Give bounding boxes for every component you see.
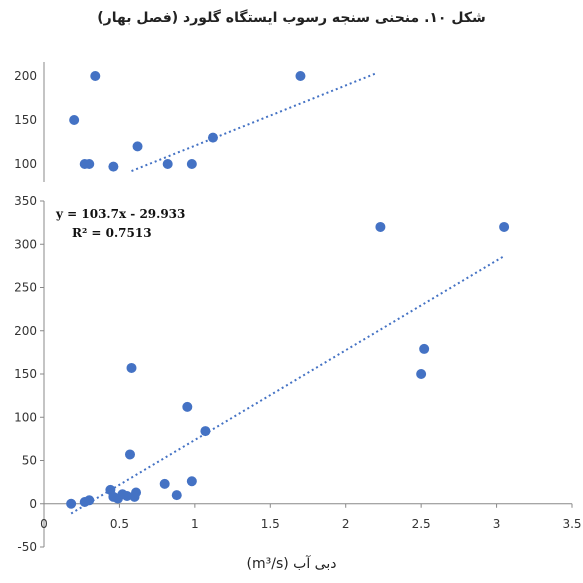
data-point xyxy=(182,401,193,412)
y-tick-label: 50 xyxy=(22,454,37,468)
trendline xyxy=(70,255,505,515)
inset-chart: 100 150 200 xyxy=(14,62,377,182)
data-point xyxy=(416,369,427,379)
data-point xyxy=(159,478,170,489)
x-tick-label: 0 xyxy=(40,517,48,531)
inset-plot-area: 100 150 200 xyxy=(14,62,377,182)
inset-data-point xyxy=(162,159,173,169)
x-tick-label: 0.5 xyxy=(110,517,129,531)
inset-data-point xyxy=(132,141,143,152)
inset-y-tick-label: 200 xyxy=(14,69,37,83)
y-tick-label: -50 xyxy=(17,540,37,554)
inset-y-tick-label: 100 xyxy=(14,157,37,171)
x-tick-label: 3 xyxy=(493,517,501,531)
x-tick-label: 1 xyxy=(191,517,199,531)
trendline-equation: y = 103.7x - 29.933 xyxy=(55,207,185,221)
x-tick-label: 3.5 xyxy=(562,517,581,531)
y-tick-label: 150 xyxy=(14,367,37,381)
inset-data-point xyxy=(207,132,218,143)
data-point xyxy=(200,426,211,437)
inset-data-point xyxy=(69,115,80,125)
x-tick-label: 2.5 xyxy=(412,517,431,531)
inset-data-point xyxy=(90,71,101,81)
data-point xyxy=(124,449,135,460)
inset-data-point xyxy=(295,71,306,81)
chart-title: شکل ۱۰. منحنی سنجه رسوب ایستگاه گلورد (ف… xyxy=(97,10,486,26)
y-tick-label: 300 xyxy=(14,237,37,251)
data-point xyxy=(375,221,386,232)
data-point xyxy=(84,495,95,506)
x-tick-label: 2 xyxy=(342,517,350,531)
inset-data-point xyxy=(108,161,119,172)
trendline-r2: R² = 0.7513 xyxy=(72,226,152,240)
data-point xyxy=(186,476,197,487)
y-tick-label: 100 xyxy=(14,410,37,424)
y-tick-label: 250 xyxy=(14,281,37,295)
y-tick-label: 0 xyxy=(29,497,37,511)
inset-data-point xyxy=(186,159,197,169)
inset-data-point xyxy=(84,159,95,169)
inset-trendline xyxy=(131,72,377,172)
data-point xyxy=(171,490,182,501)
inset-y-tick-label: 150 xyxy=(14,113,37,127)
y-tick-label: 350 xyxy=(14,194,37,208)
x-tick-label: 1.5 xyxy=(261,517,280,531)
data-point xyxy=(126,362,137,373)
y-tick-label: 200 xyxy=(14,324,37,338)
x-axis-label: دبی آب (m³/s) xyxy=(246,556,337,572)
data-point xyxy=(419,343,430,354)
data-point xyxy=(66,498,77,509)
data-point xyxy=(129,491,140,502)
data-point xyxy=(499,221,510,232)
data-point xyxy=(121,490,132,501)
